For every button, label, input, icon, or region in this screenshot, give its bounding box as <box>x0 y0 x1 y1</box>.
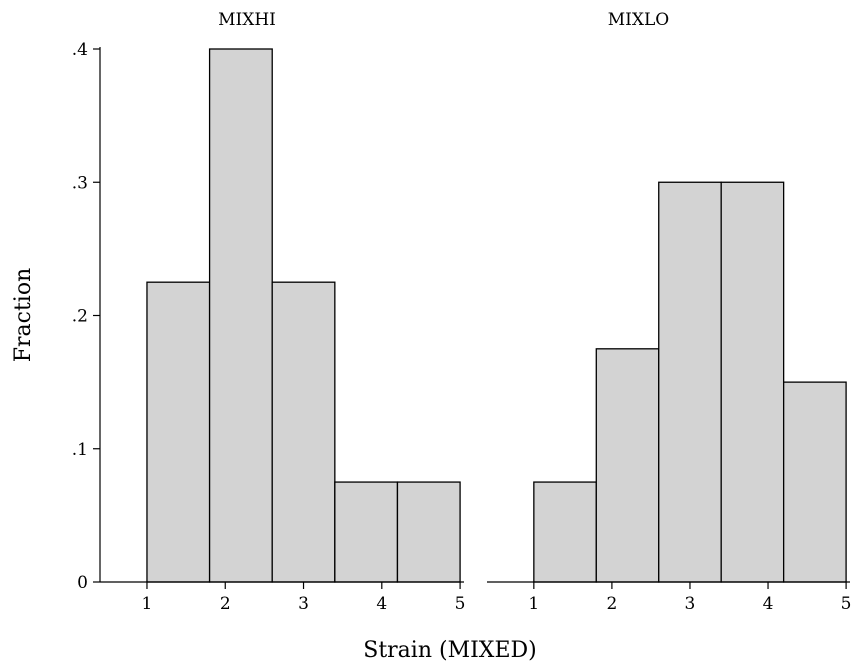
panel-title-mixhi: MIXHI <box>218 10 276 30</box>
x-tick-label: 1 <box>528 594 539 614</box>
y-tick-label: .3 <box>72 173 88 193</box>
x-tick-label: 5 <box>841 594 852 614</box>
x-tick-label: 2 <box>606 594 617 614</box>
x-tick-label: 4 <box>763 594 774 614</box>
histogram-bar <box>146 281 211 583</box>
y-axis-label: Fraction <box>11 268 36 363</box>
histogram-bar <box>658 181 722 583</box>
x-tick-label: 2 <box>220 594 231 614</box>
histogram-bar <box>533 481 597 583</box>
y-tick-label: .2 <box>72 307 88 327</box>
histogram-bar <box>595 348 660 583</box>
histogram-bar <box>782 381 847 583</box>
x-tick-label: 5 <box>455 594 466 614</box>
x-tick-label: 4 <box>376 594 387 614</box>
y-tick-label: .1 <box>72 440 88 460</box>
histogram-bar <box>208 48 273 583</box>
histogram-bar <box>720 181 785 583</box>
x-tick-label: 3 <box>298 594 309 614</box>
x-axis-label: Strain (MIXED) <box>363 638 537 663</box>
histogram-bar <box>334 481 399 583</box>
y-tick-label: 0 <box>77 573 88 593</box>
y-tick-label: .4 <box>72 40 88 60</box>
panel-title-mixlo: MIXLO <box>608 10 669 30</box>
histogram-bar <box>396 481 461 583</box>
x-tick-label: 1 <box>142 594 153 614</box>
plot-area: 0 .1 .2 .3 .4 MIXHI 1 2 3 4 5 MIXLO 1 2 3 4 5 <box>72 10 852 614</box>
x-tick-label: 3 <box>685 594 696 614</box>
histogram-bar <box>271 281 336 583</box>
